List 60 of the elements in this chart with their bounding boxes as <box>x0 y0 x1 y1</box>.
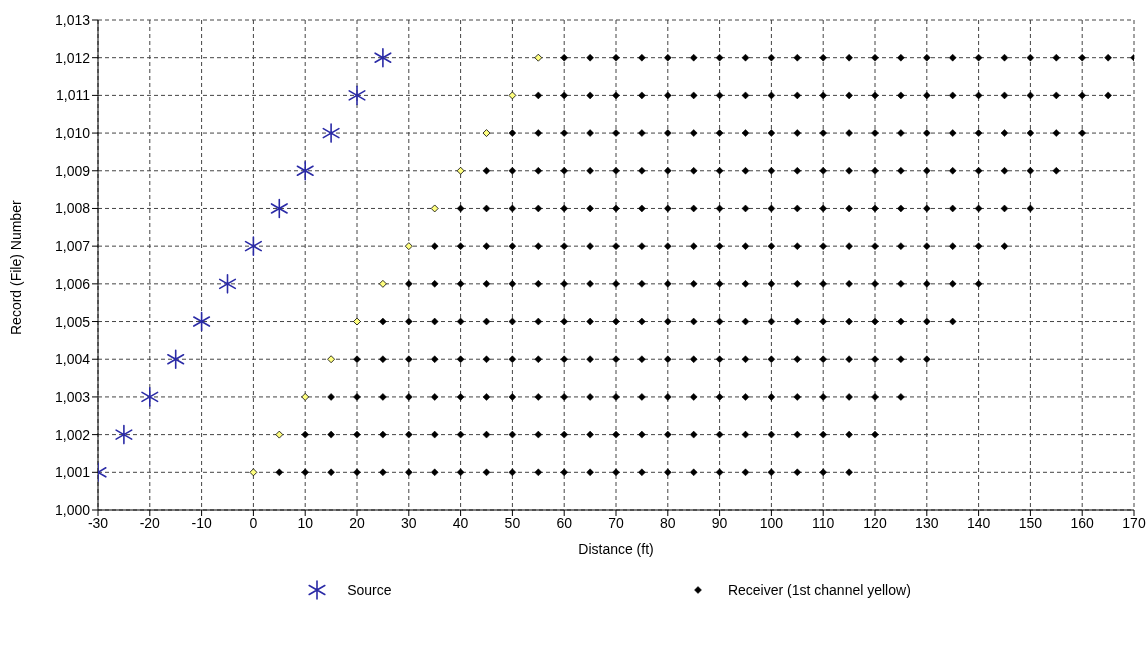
x-tick-label: 0 <box>249 514 258 531</box>
point <box>275 430 284 439</box>
x-tick-label: 60 <box>556 514 573 531</box>
x-tick-label: 80 <box>660 514 676 531</box>
x-tick-label: 110 <box>812 514 835 531</box>
point <box>270 198 288 219</box>
x-tick-label: -10 <box>191 514 212 531</box>
point <box>115 424 133 445</box>
point <box>296 160 314 181</box>
x-tick-label: 130 <box>915 514 939 531</box>
point <box>322 123 340 143</box>
point <box>218 274 237 294</box>
legend-label: Receiver (1st channel yellow) <box>727 582 911 598</box>
point <box>353 317 361 326</box>
point <box>327 355 335 364</box>
x-tick-label: 20 <box>349 514 365 531</box>
point <box>456 166 465 175</box>
point <box>193 311 211 332</box>
point <box>482 129 491 137</box>
x-tick-label: 10 <box>297 514 314 531</box>
point <box>379 279 387 288</box>
point <box>374 47 392 68</box>
point <box>244 236 262 256</box>
y-tick-label: 1,010 <box>54 125 91 142</box>
x-tick-label: -20 <box>139 514 161 531</box>
y-tick-label: 1,011 <box>56 87 91 104</box>
y-tick-label: 1,003 <box>54 388 91 405</box>
point <box>301 393 310 401</box>
y-tick-label: 1,013 <box>54 11 91 28</box>
y-tick-label: 1,005 <box>54 313 91 330</box>
point <box>534 53 543 62</box>
x-tick-label: 40 <box>452 514 469 531</box>
y-tick-label: 1,012 <box>54 49 91 66</box>
y-axis-title: Record (File) Number <box>7 200 24 335</box>
y-tick-label: 1,001 <box>54 464 91 481</box>
point <box>249 468 258 477</box>
y-tick-label: 1,006 <box>54 275 91 292</box>
x-tick-label: 50 <box>504 514 521 531</box>
point <box>348 85 366 106</box>
x-tick-label: 140 <box>966 514 991 531</box>
x-tick-label: 150 <box>1018 514 1043 531</box>
legend-label: Source <box>347 582 392 598</box>
point <box>430 204 439 213</box>
x-tick-label: 160 <box>1070 514 1095 531</box>
point <box>141 387 159 407</box>
point <box>404 242 413 251</box>
y-tick-label: 1,008 <box>54 200 91 217</box>
x-tick-label: 70 <box>608 514 624 531</box>
x-tick-label: 120 <box>863 514 887 531</box>
y-tick-label: 1,004 <box>54 351 91 368</box>
x-tick-label: 30 <box>401 514 417 531</box>
point <box>508 91 517 100</box>
y-tick-label: 1,007 <box>54 238 91 255</box>
y-tick-label: 1,009 <box>54 162 91 179</box>
point <box>167 349 185 370</box>
x-tick-label: 170 <box>1122 514 1146 531</box>
x-tick-label: 100 <box>759 514 784 531</box>
x-tick-label: 90 <box>711 514 728 531</box>
y-tick-label: 1,002 <box>54 426 91 443</box>
x-axis-title: Distance (ft) <box>578 541 654 557</box>
